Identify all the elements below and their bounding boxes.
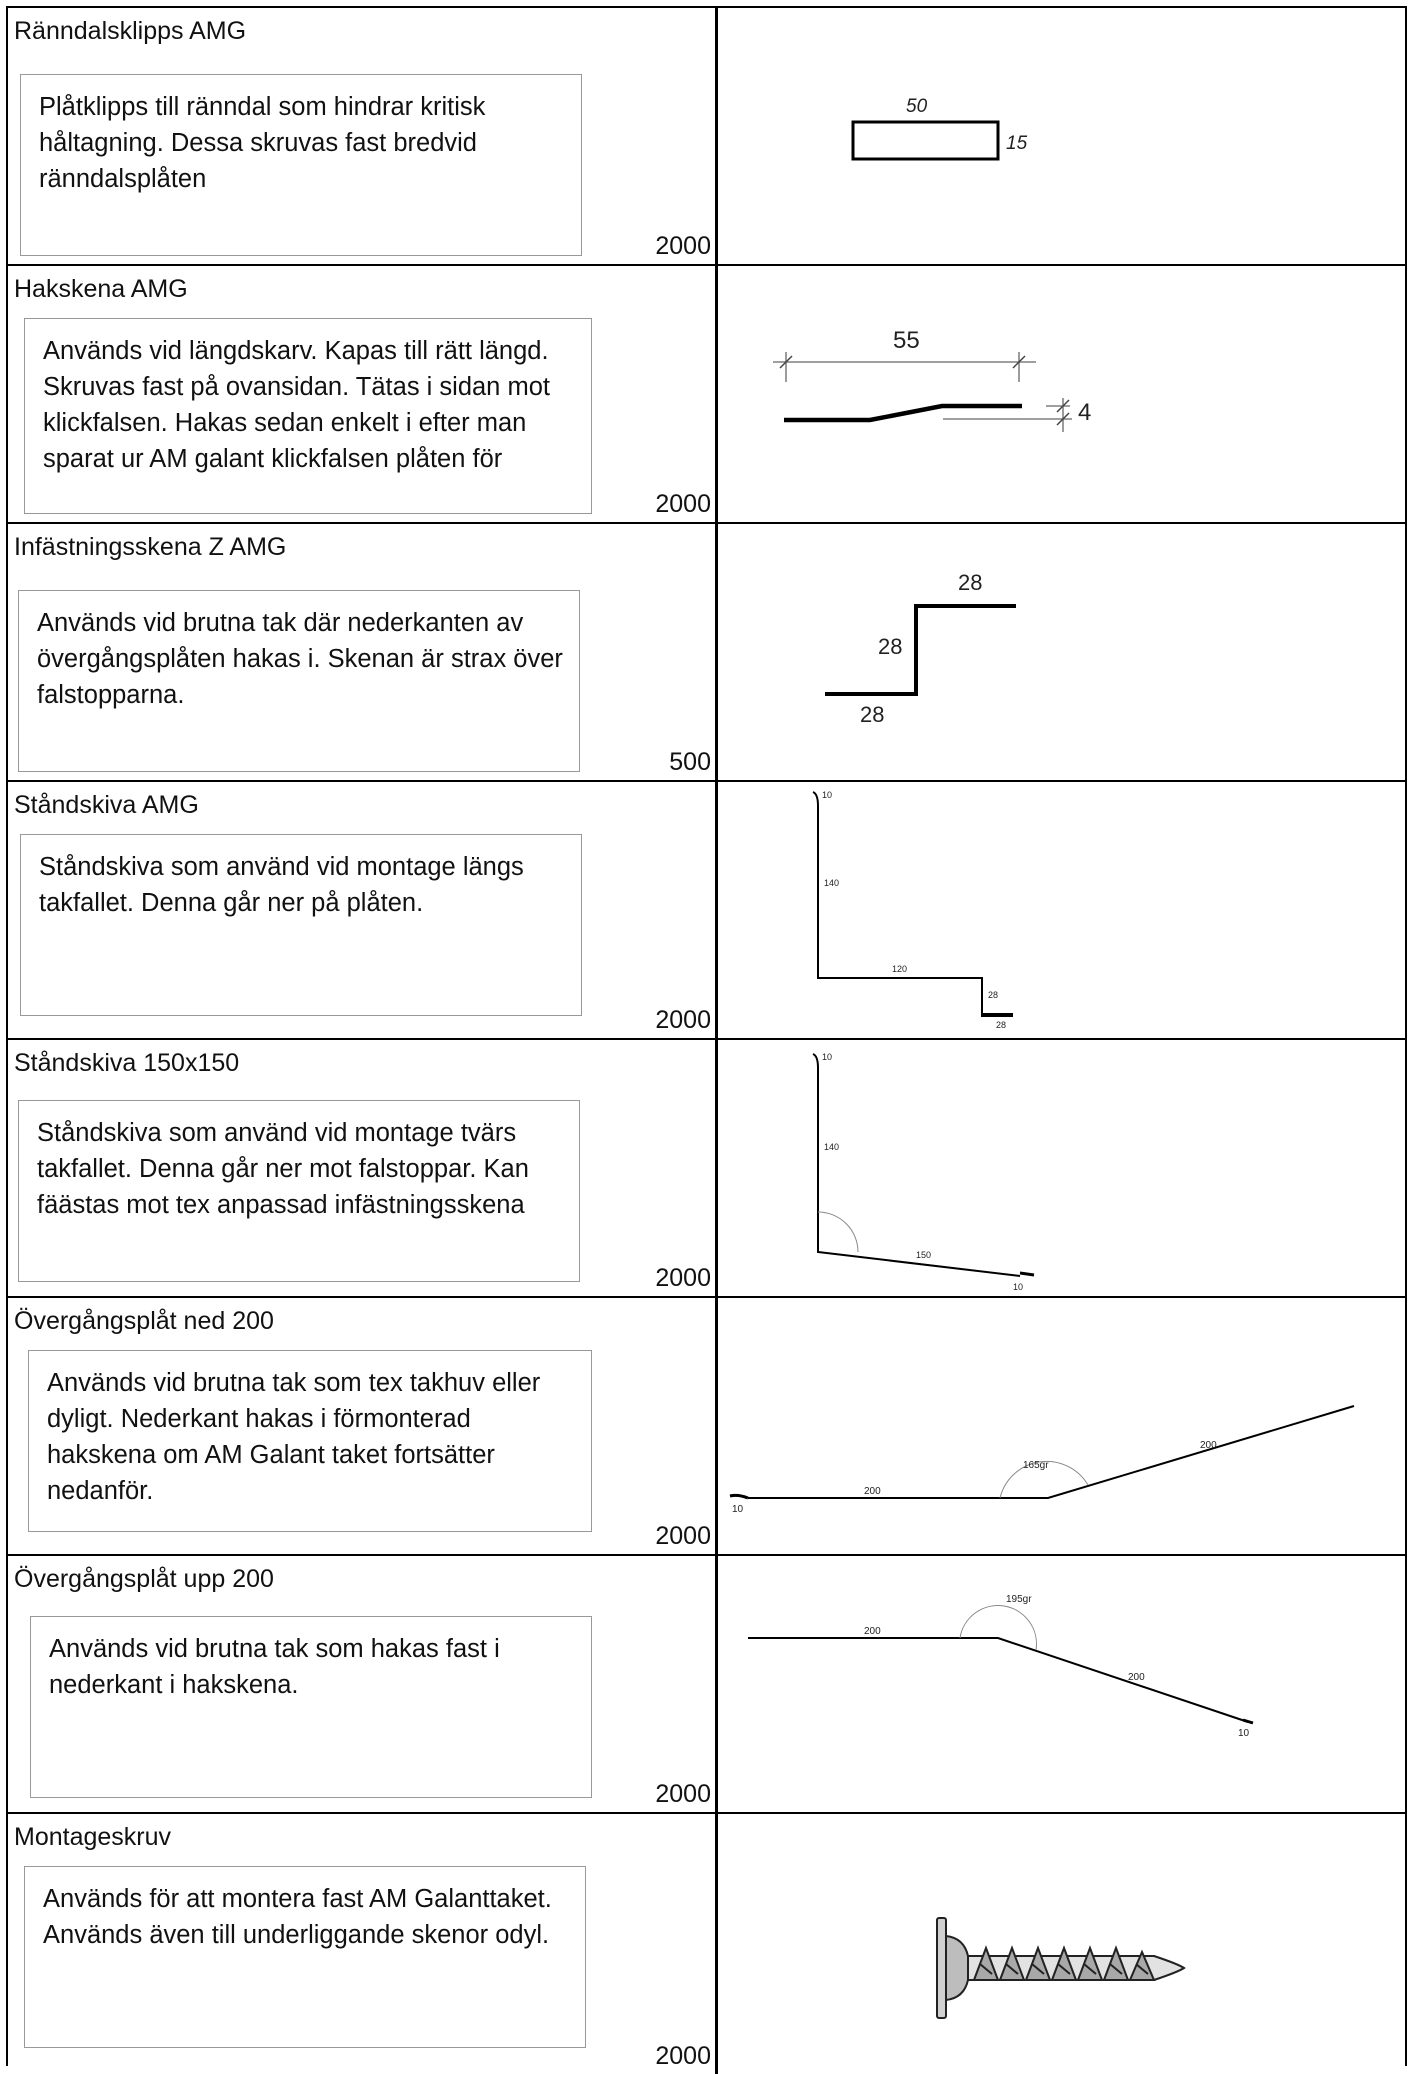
overgangsplat-ned-profile-drawing: 10 200 165gr 200 xyxy=(729,1405,1355,1515)
dimension-label: 10 xyxy=(732,1504,744,1515)
profile-line xyxy=(812,1053,1021,1277)
product-description: Används vid brutna tak där nederkanten a… xyxy=(37,609,563,709)
dimension-label: 200 xyxy=(1200,1440,1217,1451)
product-length: 2000 xyxy=(655,1264,711,1292)
product-length: 500 xyxy=(669,748,711,776)
product-row-standskiva-amg: Ståndskiva AMG Ståndskiva som använd vid… xyxy=(8,782,1405,1040)
hakskena-profile-drawing: 55 4 xyxy=(773,327,1091,432)
dimension-label: 28 xyxy=(988,990,998,1000)
dimension-label: 28 xyxy=(958,570,982,595)
product-length: 2000 xyxy=(655,2042,711,2070)
product-row-ranndalsklipps: Ränndalsklipps AMG Plåtklipps till rännd… xyxy=(8,8,1405,266)
dimension-label: 10 xyxy=(1238,1728,1250,1739)
dimension-label: 200 xyxy=(864,1626,881,1637)
description-box: Används vid längdskarv. Kapas till rätt … xyxy=(24,318,592,514)
profile-drawing-cell: 55 4 xyxy=(718,266,1405,522)
product-row-hakskena: Hakskena AMG Används vid längdskarv. Kap… xyxy=(8,266,1405,524)
description-box: Ståndskiva som använd vid montage tvärs … xyxy=(18,1100,580,1282)
product-title: Ståndskiva AMG xyxy=(14,791,199,819)
product-description: Används vid brutna tak som tex takhuv el… xyxy=(47,1369,541,1505)
profile-drawing-cell: 28 28 28 xyxy=(718,524,1405,780)
product-title: Övergångsplåt upp 200 xyxy=(14,1565,274,1593)
ranndalsklipps-profile-drawing: 50 15 xyxy=(851,96,1028,161)
dimension-label: 10 xyxy=(1013,1282,1023,1292)
product-info-cell: Hakskena AMG Används vid längdskarv. Kap… xyxy=(8,266,718,522)
profile-line xyxy=(825,604,1016,696)
dimension-label: 200 xyxy=(1128,1672,1145,1683)
profile-drawing-cell: 10 140 120 28 28 xyxy=(718,782,1405,1038)
dimension-label: 50 xyxy=(906,96,928,117)
product-info-cell: Montageskruv Används för att montera fas… xyxy=(8,1814,718,2074)
standskiva-amg-profile-drawing: 10 140 120 28 28 xyxy=(812,790,1013,1030)
product-title: Infästningsskena Z AMG xyxy=(14,533,287,561)
dimension-label: 150 xyxy=(916,1250,931,1260)
product-row-overgangsplat-upp: Övergångsplåt upp 200 Används vid brutna… xyxy=(8,1556,1405,1814)
product-description: Används vid längdskarv. Kapas till rätt … xyxy=(43,337,550,473)
product-description: Används vid brutna tak som hakas fast i … xyxy=(49,1635,500,1699)
product-description: Används för att montera fast AM Galantta… xyxy=(43,1885,552,1949)
description-box: Används för att montera fast AM Galantta… xyxy=(24,1866,586,2048)
profile-drawing-cell: 200 195gr 200 10 xyxy=(718,1556,1405,1812)
product-length: 2000 xyxy=(655,1522,711,1550)
description-box: Ståndskiva som använd vid montage längs … xyxy=(20,834,582,1016)
profile-drawing-cell: 50 15 xyxy=(718,8,1405,264)
product-info-cell: Ståndskiva 150x150 Ståndskiva som använd… xyxy=(8,1040,718,1296)
product-title: Övergångsplåt ned 200 xyxy=(14,1307,274,1335)
product-info-cell: Ränndalsklipps AMG Plåtklipps till rännd… xyxy=(8,8,718,264)
product-description: Ståndskiva som använd vid montage tvärs … xyxy=(37,1119,529,1219)
product-info-cell: Övergångsplåt upp 200 Används vid brutna… xyxy=(8,1556,718,1812)
profile-drawing-cell xyxy=(718,1814,1405,2074)
profile-line xyxy=(851,120,1000,161)
description-box: Används vid brutna tak som tex takhuv el… xyxy=(28,1350,592,1532)
dimension-label: 10 xyxy=(822,1052,832,1062)
product-length: 2000 xyxy=(655,232,711,260)
dimension-label: 195gr xyxy=(1006,1594,1032,1605)
dimension-label: 120 xyxy=(892,964,907,974)
standskiva-150-profile-drawing: 10 140 150 10 xyxy=(812,1052,1035,1292)
dimension-label: 28 xyxy=(860,702,884,727)
dimension-label: 4 xyxy=(1078,399,1091,426)
product-length: 2000 xyxy=(655,490,711,518)
product-info-cell: Ståndskiva AMG Ståndskiva som använd vid… xyxy=(8,782,718,1038)
product-title: Ränndalsklipps AMG xyxy=(14,17,247,45)
description-box: Plåtklipps till ränndal som hindrar krit… xyxy=(20,74,582,256)
screw-icon xyxy=(936,1917,1186,2019)
dimension-label: 10 xyxy=(822,790,832,800)
product-info-cell: Övergångsplåt ned 200 Används vid brutna… xyxy=(8,1298,718,1554)
dimension-label: 15 xyxy=(1006,133,1028,154)
dimension-label: 140 xyxy=(824,878,839,888)
dimension-label: 200 xyxy=(864,1486,881,1497)
product-length: 2000 xyxy=(655,1006,711,1034)
product-sheet: Ränndalsklipps AMG Plåtklipps till rännd… xyxy=(6,6,1407,2074)
profile-line xyxy=(784,403,1022,423)
product-row-standskiva-150: Ståndskiva 150x150 Ståndskiva som använd… xyxy=(8,1040,1405,1298)
description-box: Används vid brutna tak där nederkanten a… xyxy=(18,590,580,772)
profile-line xyxy=(748,1637,1249,1723)
product-title: Montageskruv xyxy=(14,1823,172,1851)
overgangsplat-upp-profile-drawing: 200 195gr 200 10 xyxy=(748,1594,1254,1739)
dimension-label: 28 xyxy=(878,634,902,659)
product-length: 2000 xyxy=(655,1780,711,1808)
profile-drawing-cell: 10 200 165gr 200 xyxy=(718,1298,1405,1554)
profile-line xyxy=(748,1405,1355,1499)
product-description: Plåtklipps till ränndal som hindrar krit… xyxy=(39,93,486,193)
product-description: Ståndskiva som använd vid montage längs … xyxy=(39,853,524,917)
product-title: Hakskena AMG xyxy=(14,275,188,303)
product-row-montageskruv: Montageskruv Används för att montera fas… xyxy=(8,1814,1405,2074)
product-title: Ståndskiva 150x150 xyxy=(14,1049,240,1077)
product-row-infastningsskena: Infästningsskena Z AMG Används vid brutn… xyxy=(8,524,1405,782)
dimension-label: 140 xyxy=(824,1142,839,1152)
dimension-label: 28 xyxy=(996,1020,1006,1030)
z-profile-drawing: 28 28 28 xyxy=(825,570,1016,727)
dimension-label: 55 xyxy=(893,327,920,354)
product-row-overgangsplat-ned: Övergångsplåt ned 200 Används vid brutna… xyxy=(8,1298,1405,1556)
product-info-cell: Infästningsskena Z AMG Används vid brutn… xyxy=(8,524,718,780)
profile-line xyxy=(812,791,1013,1017)
dimension-label: 165gr xyxy=(1023,1460,1049,1471)
description-box: Används vid brutna tak som hakas fast i … xyxy=(30,1616,592,1798)
profile-drawing-cell: 10 140 150 10 xyxy=(718,1040,1405,1296)
